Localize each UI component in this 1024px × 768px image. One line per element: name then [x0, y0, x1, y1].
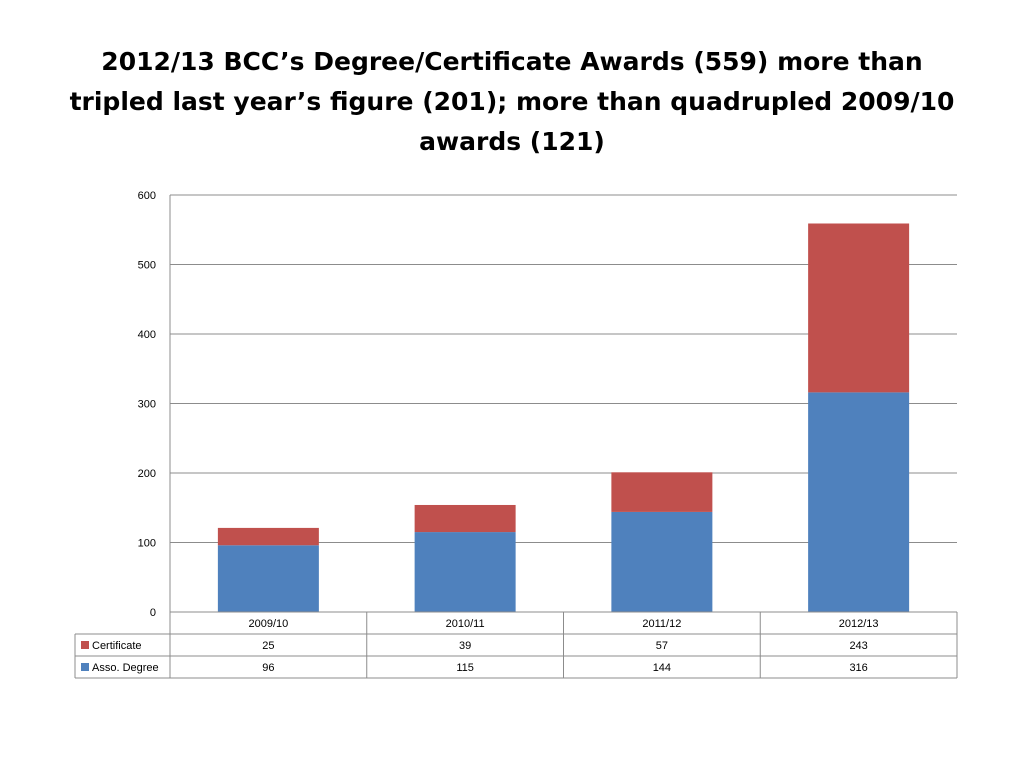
y-tick-label: 300 [138, 399, 156, 411]
series-label: Certificate [92, 640, 142, 652]
bar-certificate-2010-11 [414, 504, 516, 533]
data-label: 57 [656, 640, 668, 652]
y-tick-label: 500 [138, 260, 156, 272]
bar-asso-degree-2010-11 [414, 532, 516, 612]
legend-swatch [81, 663, 89, 671]
y-tick-label: 600 [138, 190, 156, 202]
data-label: 243 [849, 640, 867, 652]
bar-certificate-2012-13 [808, 223, 910, 393]
chart-title-line-1: 2012/13 BCC’s Degree/Certificate Awards … [101, 47, 923, 76]
x-category-label: 2010/11 [446, 618, 485, 630]
bar-asso-degree-2012-13 [808, 392, 910, 612]
chart-title: 2012/13 BCC’s Degree/Certificate Awards … [40, 42, 984, 162]
series-label: Asso. Degree [92, 662, 159, 674]
x-category-label: 2011/12 [642, 618, 681, 630]
data-label: 316 [849, 662, 867, 674]
bar-certificate-2009-10 [217, 527, 319, 546]
chart-title-line-3: awards (121) [419, 127, 605, 156]
data-label: 96 [262, 662, 274, 674]
data-label: 144 [653, 662, 671, 674]
y-tick-label: 200 [138, 468, 156, 480]
chart-title-line-2: tripled last year’s figure (201); more t… [69, 87, 955, 116]
x-category-label: 2012/13 [839, 618, 879, 630]
x-category-label: 2009/10 [248, 618, 288, 630]
bar-asso-degree-2009-10 [217, 545, 319, 612]
bar-certificate-2011-12 [611, 472, 713, 512]
data-label: 39 [459, 640, 471, 652]
data-label: 25 [262, 640, 274, 652]
bar-asso-degree-2011-12 [611, 511, 713, 612]
legend-swatch [81, 641, 89, 649]
y-tick-label: 400 [138, 329, 156, 341]
y-tick-label: 100 [138, 538, 156, 550]
data-label: 115 [456, 662, 474, 674]
y-tick-label: 0 [150, 607, 156, 619]
